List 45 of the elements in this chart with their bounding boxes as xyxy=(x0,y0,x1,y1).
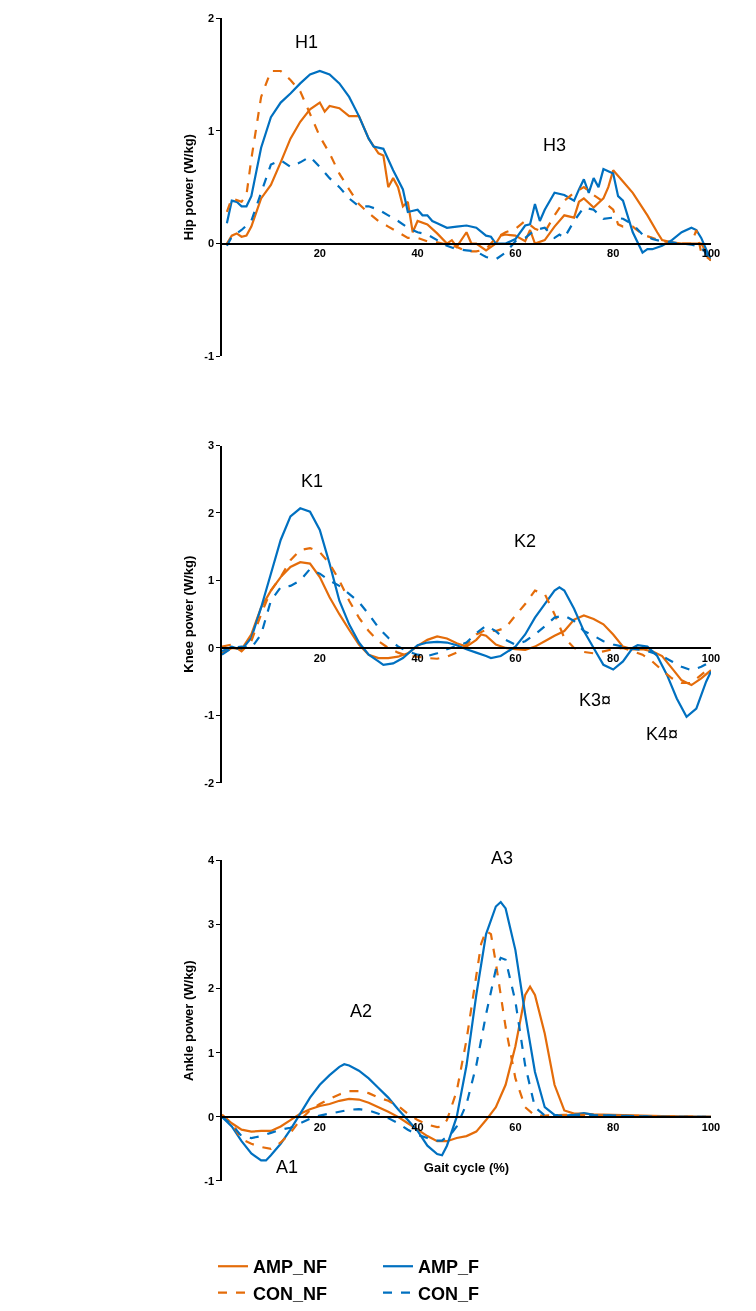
annotation: H3 xyxy=(543,135,567,155)
x-tick-label: 20 xyxy=(313,651,326,664)
y-tick-label: -1 xyxy=(204,709,215,722)
legend-label: AMP_NF xyxy=(253,1257,328,1278)
y-tick-label: 2 xyxy=(207,506,215,519)
annotation: A1 xyxy=(276,1157,299,1177)
x-tick-label: 80 xyxy=(607,1120,620,1133)
y-tick-label: 1 xyxy=(207,574,215,587)
x-tick-label: 60 xyxy=(509,1120,522,1133)
x-tick-label: 60 xyxy=(509,651,522,664)
annotation: K2 xyxy=(514,531,537,551)
annotation: K4¤ xyxy=(646,724,679,744)
y-axis-title: Knee power (W/kg) xyxy=(180,555,196,673)
y-tick-label: -1 xyxy=(204,1174,215,1187)
y-axis-title: Hip power (W/kg) xyxy=(180,134,196,241)
x-tick-label: 40 xyxy=(411,247,424,260)
x-tick-label: 80 xyxy=(607,651,620,664)
annotation: K1 xyxy=(301,471,324,491)
x-tick-label: 20 xyxy=(313,1120,326,1133)
legend-label: CON_F xyxy=(418,1283,480,1304)
x-tick-label: 100 xyxy=(701,651,721,664)
y-tick-label: 2 xyxy=(207,11,215,24)
annotation: A2 xyxy=(350,1001,373,1021)
annotation: A3 xyxy=(491,848,514,868)
y-axis-title: Ankle power (W/kg) xyxy=(180,960,196,1081)
x-tick-label: 100 xyxy=(701,1120,721,1133)
x-tick-label: 60 xyxy=(509,247,522,260)
x-axis-title: Gait cycle (%) xyxy=(423,1159,510,1175)
y-tick-label: 0 xyxy=(207,641,215,654)
y-tick-label: -1 xyxy=(204,350,215,363)
y-tick-label: 0 xyxy=(207,1110,215,1123)
y-tick-label: 2 xyxy=(207,982,215,995)
annotation: K3¤ xyxy=(579,690,612,710)
y-tick-label: 3 xyxy=(207,918,215,931)
legend-label: CON_NF xyxy=(253,1283,328,1304)
y-tick-label: 1 xyxy=(207,1046,215,1059)
annotation: H1 xyxy=(295,32,319,52)
y-tick-label: 4 xyxy=(207,854,215,867)
y-tick-label: -2 xyxy=(204,776,215,789)
y-tick-label: 3 xyxy=(207,439,215,452)
x-tick-label: 20 xyxy=(313,247,326,260)
x-tick-label: 80 xyxy=(607,247,620,260)
y-tick-label: 1 xyxy=(207,124,215,137)
y-tick-label: 0 xyxy=(207,237,215,250)
legend-label: AMP_F xyxy=(418,1257,480,1278)
